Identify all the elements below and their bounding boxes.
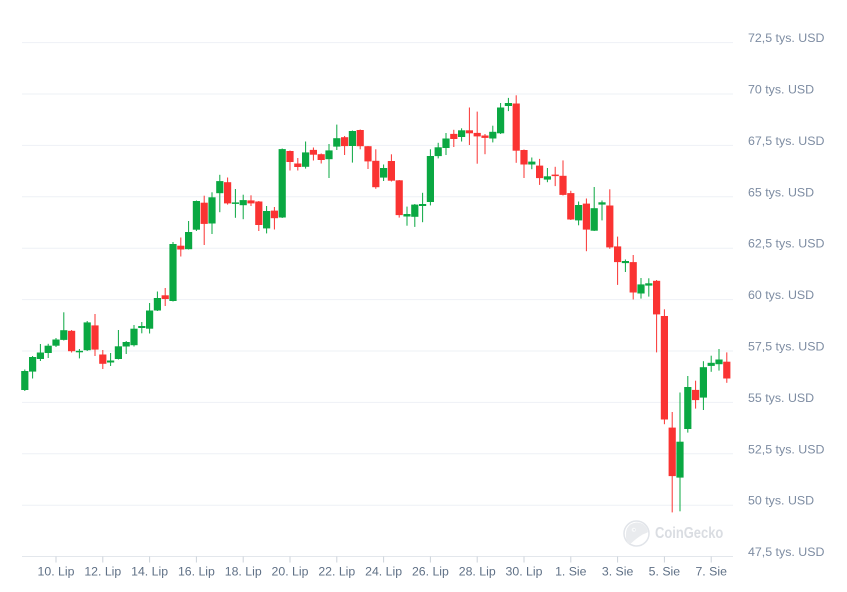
svg-text:5. Sie: 5. Sie [649, 564, 681, 578]
svg-text:50 tys. USD: 50 tys. USD [748, 494, 814, 508]
svg-text:7. Sie: 7. Sie [695, 564, 727, 578]
svg-text:70 tys. USD: 70 tys. USD [748, 83, 814, 97]
svg-text:24. Lip: 24. Lip [365, 564, 402, 578]
svg-text:26. Lip: 26. Lip [412, 564, 449, 578]
svg-text:12. Lip: 12. Lip [84, 564, 121, 578]
svg-text:57,5 tys. USD: 57,5 tys. USD [748, 340, 824, 354]
svg-text:62,5 tys. USD: 62,5 tys. USD [748, 237, 824, 251]
svg-text:72,5 tys. USD: 72,5 tys. USD [748, 31, 824, 45]
svg-text:CoinGecko: CoinGecko [655, 525, 723, 542]
svg-text:20. Lip: 20. Lip [272, 564, 309, 578]
svg-text:65 tys. USD: 65 tys. USD [748, 185, 814, 199]
svg-text:60 tys. USD: 60 tys. USD [748, 288, 814, 302]
svg-text:3. Sie: 3. Sie [602, 564, 634, 578]
svg-text:14. Lip: 14. Lip [131, 564, 168, 578]
svg-text:18. Lip: 18. Lip [225, 564, 262, 578]
svg-text:1. Sie: 1. Sie [555, 564, 587, 578]
svg-text:28. Lip: 28. Lip [459, 564, 496, 578]
svg-text:67,5 tys. USD: 67,5 tys. USD [748, 134, 824, 148]
svg-text:55 tys. USD: 55 tys. USD [748, 391, 814, 405]
svg-text:16. Lip: 16. Lip [178, 564, 215, 578]
svg-text:30. Lip: 30. Lip [506, 564, 543, 578]
svg-text:47,5 tys. USD: 47,5 tys. USD [748, 545, 824, 559]
svg-text:52,5 tys. USD: 52,5 tys. USD [748, 442, 824, 456]
svg-text:22. Lip: 22. Lip [318, 564, 355, 578]
svg-text:10. Lip: 10. Lip [38, 564, 75, 578]
